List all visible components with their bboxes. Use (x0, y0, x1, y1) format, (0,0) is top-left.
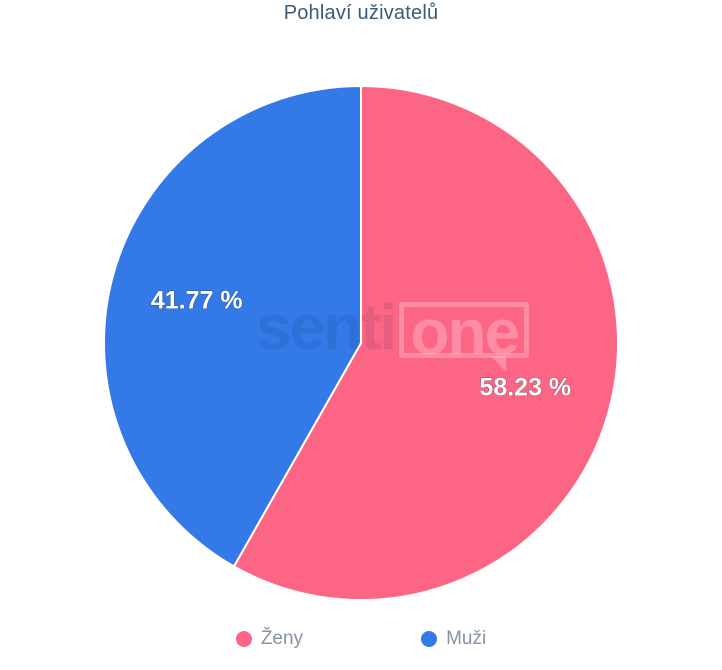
slice-value-label: 58.23 % (479, 374, 571, 402)
legend-dot-zeny-icon (235, 631, 252, 647)
chart-title: Pohlaví uživatelů (283, 2, 439, 24)
pie-slice-zeny[interactable] (232, 85, 619, 601)
legend-dot-muzi-icon (421, 631, 438, 647)
legend-item-muzi[interactable]: Muži (421, 628, 486, 650)
pie-slice-muzi[interactable] (103, 85, 362, 568)
legend-label-zeny: Ženy (260, 628, 304, 649)
slice-value-label: 41.77 % (151, 287, 243, 315)
chart-legend: Ženy Muži (0, 628, 722, 650)
legend-item-zeny[interactable]: Ženy (235, 628, 304, 650)
legend-label-muzi: Muži (446, 628, 487, 649)
